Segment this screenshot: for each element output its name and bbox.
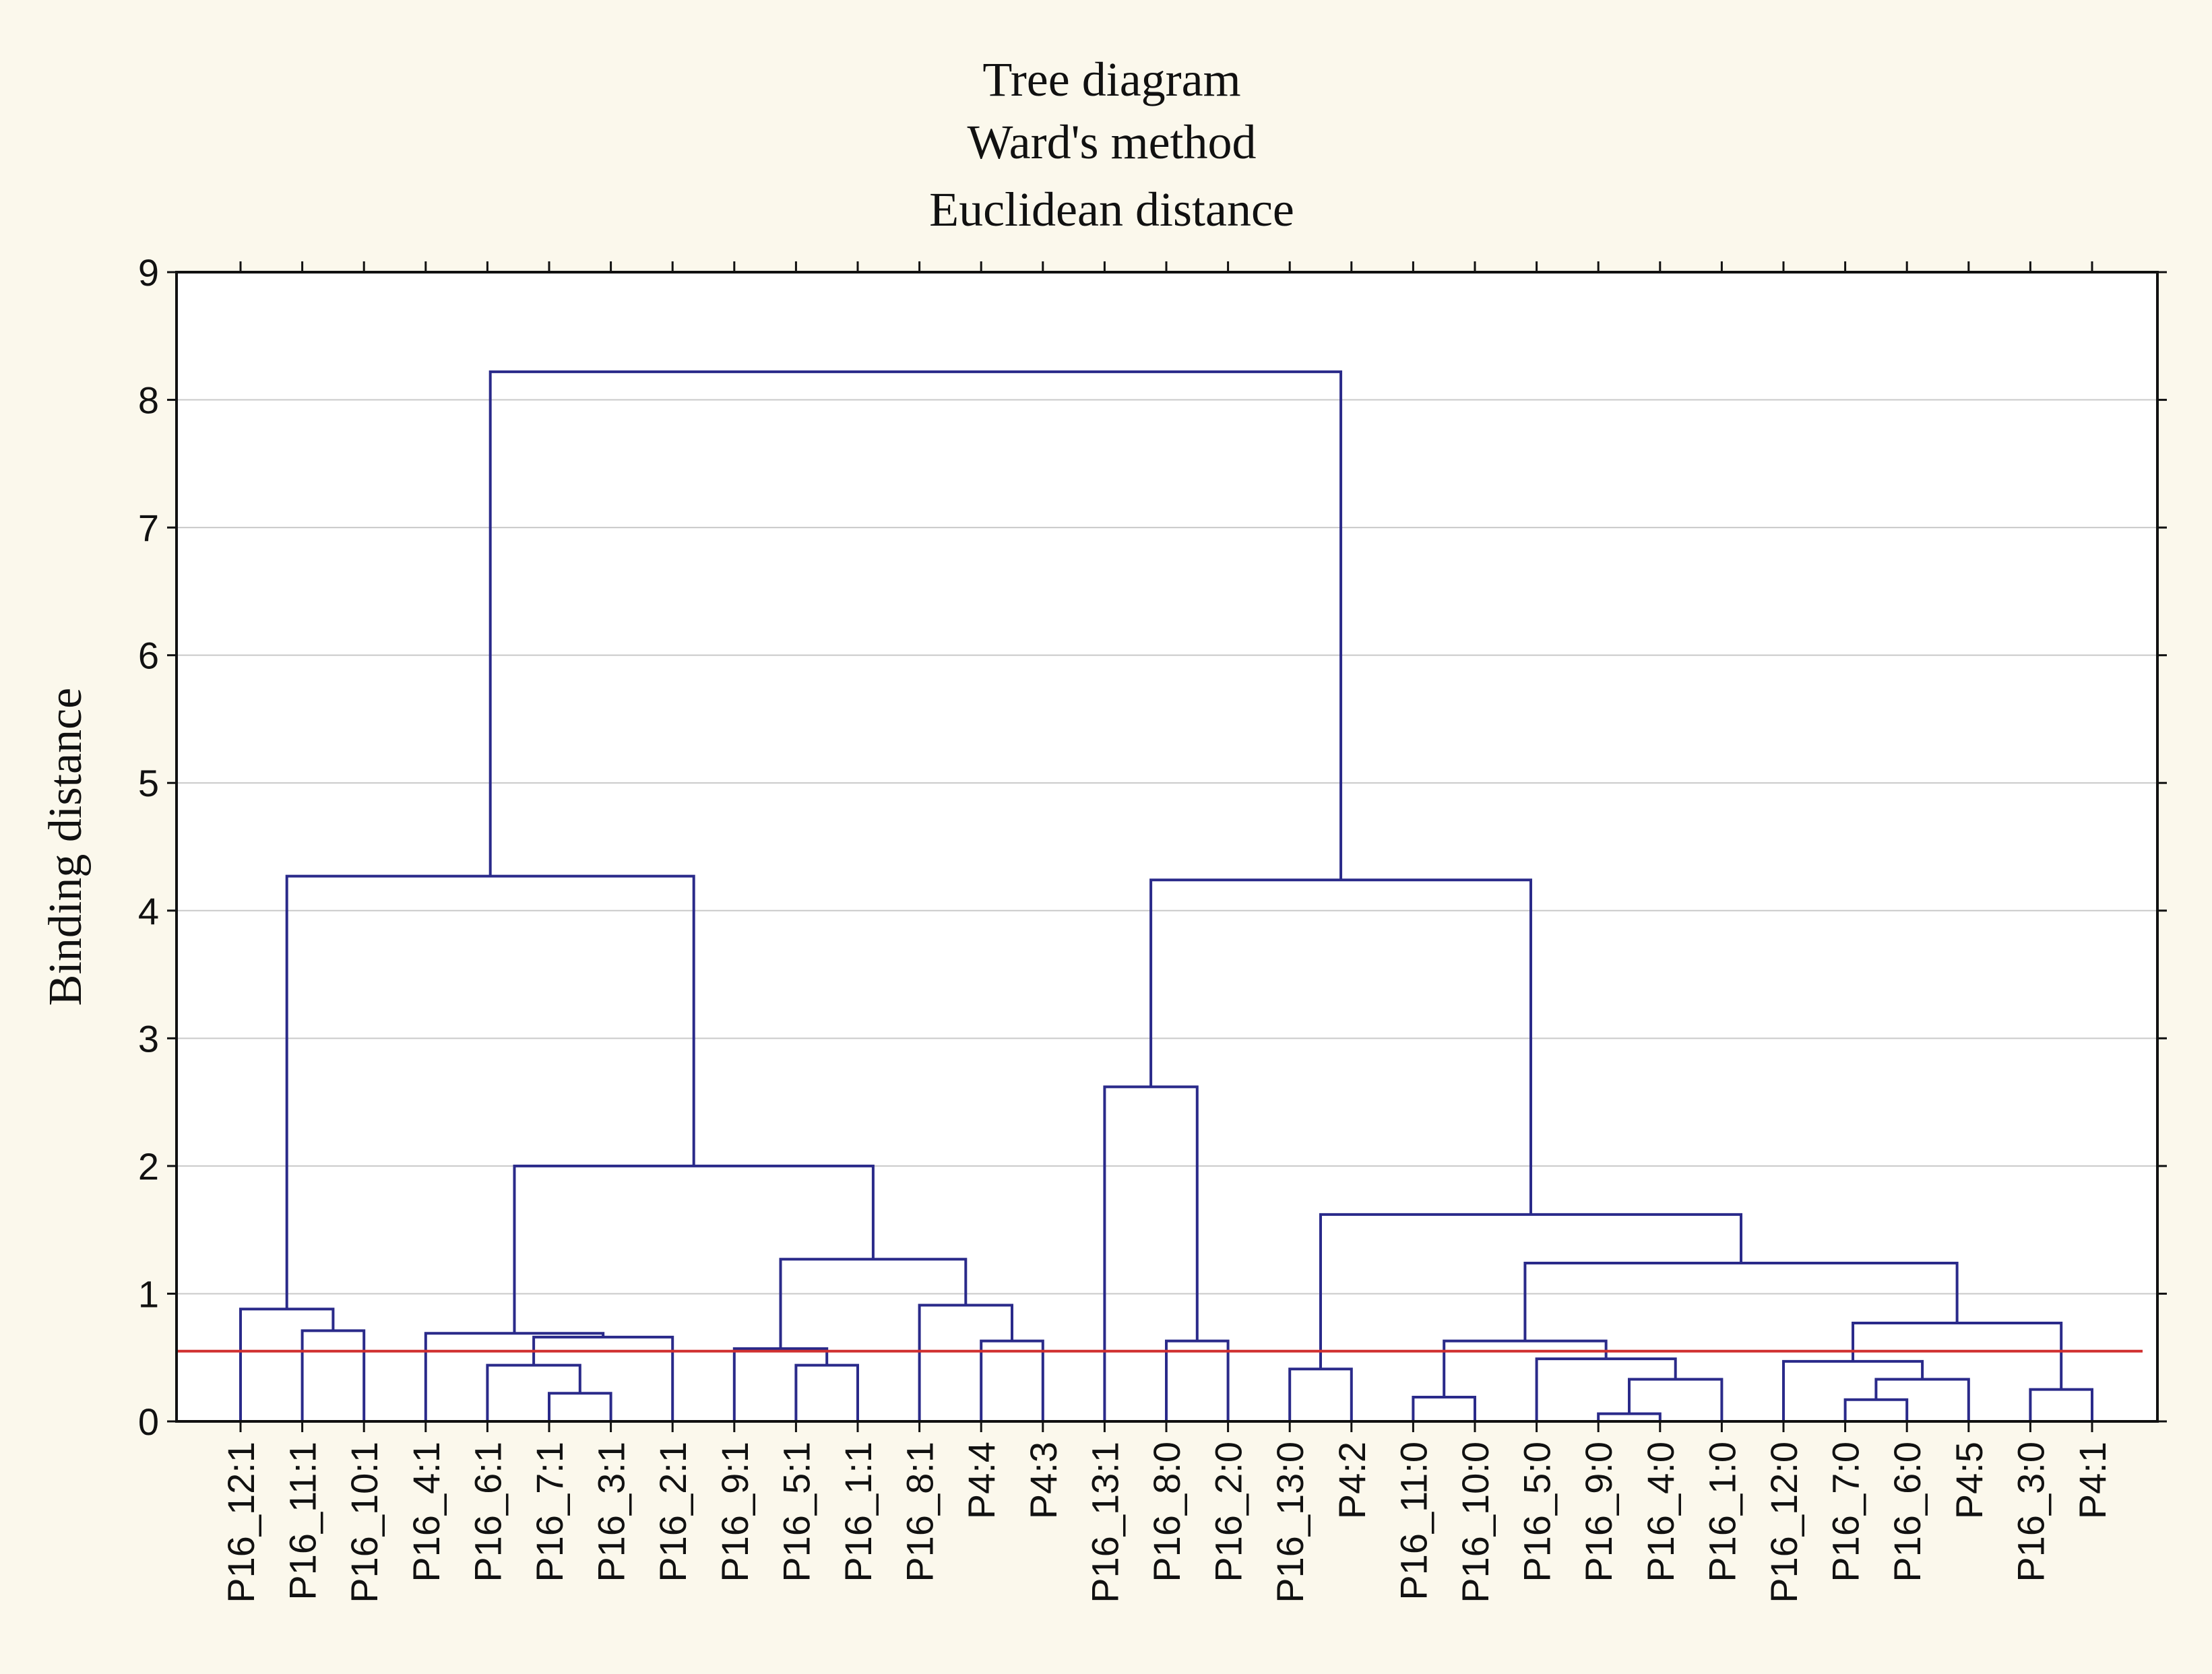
plot-frame-border (175, 271, 2159, 1423)
leaf-label-P16_10:0: P16_10:0 (1454, 1442, 1496, 1603)
leaf-label-P4:3: P4:3 (1022, 1442, 1065, 1519)
branch-m7 (794, 1363, 859, 1421)
branch-m3 (548, 1392, 612, 1421)
chart-title-line-3: Euclidean distance (929, 183, 1294, 236)
branch-m13 (285, 874, 695, 1310)
plot-frame (175, 271, 2159, 1423)
y-tick-label-2: 2 (138, 1145, 159, 1188)
leaf-label-P16_5:0: P16_5:0 (1516, 1442, 1558, 1582)
leaf-label-P16_2:1: P16_2:1 (652, 1442, 694, 1582)
y-tick-label-6: 6 (138, 635, 159, 677)
branch-m23 (1874, 1378, 1970, 1421)
chart-title-line-2: Ward's method (967, 115, 1256, 169)
leaf-label-P16_6:1: P16_6:1 (466, 1442, 509, 1582)
dendrogram-branches (239, 370, 2093, 1421)
leaf-label-P16_1:1: P16_1:1 (837, 1442, 879, 1582)
y-tick-label-8: 8 (138, 379, 159, 422)
branch-m12 (513, 1164, 875, 1334)
branch-m19 (1628, 1378, 1724, 1421)
leaf-label-P4:2: P4:2 (1331, 1442, 1373, 1519)
branch-m4 (486, 1363, 581, 1421)
y-tick-label-0: 0 (138, 1401, 159, 1443)
y-tick-label-3: 3 (138, 1017, 159, 1060)
leaf-label-P16_9:1: P16_9:1 (714, 1442, 756, 1582)
leaf-label-P16_12:1: P16_12:1 (220, 1442, 262, 1603)
gridlines (177, 399, 2157, 1295)
y-tick-label-4: 4 (138, 890, 159, 932)
y-tick-label-5: 5 (138, 762, 159, 804)
y-axis-ticks: 0 1 2 3 4 5 6 7 8 9 (138, 251, 2167, 1443)
leaf-label-P4:4: P4:4 (960, 1442, 1003, 1519)
branch-m1 (301, 1329, 366, 1421)
branch-m24 (1782, 1359, 1924, 1421)
leaf-label-P16_11:1: P16_11:1 (282, 1442, 324, 1601)
leaf-label-P16_8:1: P16_8:1 (899, 1442, 941, 1582)
leaf-label-P4:5: P4:5 (1948, 1442, 1990, 1519)
leaf-label-P4:1: P4:1 (2071, 1442, 2114, 1519)
leaf-label-P16_10:1: P16_10:1 (343, 1442, 385, 1603)
branch-m6 (424, 1332, 605, 1421)
branch-m20 (1535, 1357, 1677, 1421)
branch-m30 (488, 370, 1343, 880)
y-tick-label-9: 9 (138, 251, 159, 294)
y-tick-label-7: 7 (138, 507, 159, 549)
branch-m22 (1843, 1398, 1909, 1421)
leaf-label-P16_13:1: P16_13:1 (1083, 1442, 1126, 1603)
chart-title-line-1: Tree diagram (982, 53, 1240, 106)
leaf-label-P16_12:0: P16_12:0 (1763, 1442, 1805, 1603)
leaf-labels: P16_12:1 P16_11:1 P16_10:1 P16_4:1 P16_6:1 P1… (220, 261, 2114, 1603)
leaf-label-P16_3:0: P16_3:0 (2009, 1442, 2052, 1582)
leaf-label-P16_7:1: P16_7:1 (528, 1442, 571, 1582)
leaf-label-P16_4:1: P16_4:1 (405, 1442, 447, 1582)
y-axis-label: Binding distance (40, 688, 92, 1006)
leaf-label-P16_11:0: P16_11:0 (1392, 1442, 1434, 1601)
leaf-label-P16_2:0: P16_2:0 (1207, 1442, 1250, 1582)
leaf-label-P16_5:1: P16_5:1 (775, 1442, 817, 1582)
leaf-label-P16_3:1: P16_3:1 (590, 1442, 633, 1582)
leaf-label-P16_8:0: P16_8:0 (1145, 1442, 1188, 1582)
leaf-label-P16_9:0: P16_9:0 (1577, 1442, 1620, 1582)
leaf-label-P16_7:0: P16_7:0 (1825, 1442, 1867, 1582)
branch-m18 (1597, 1412, 1662, 1421)
leaf-label-P16_6:0: P16_6:0 (1886, 1442, 1928, 1582)
leaf-label-P16_1:0: P16_1:0 (1701, 1442, 1743, 1582)
y-tick-label-1: 1 (138, 1273, 159, 1315)
leaf-label-P16_13:0: P16_13:0 (1269, 1442, 1311, 1603)
leaf-label-P16_4:0: P16_4:0 (1639, 1442, 1682, 1582)
